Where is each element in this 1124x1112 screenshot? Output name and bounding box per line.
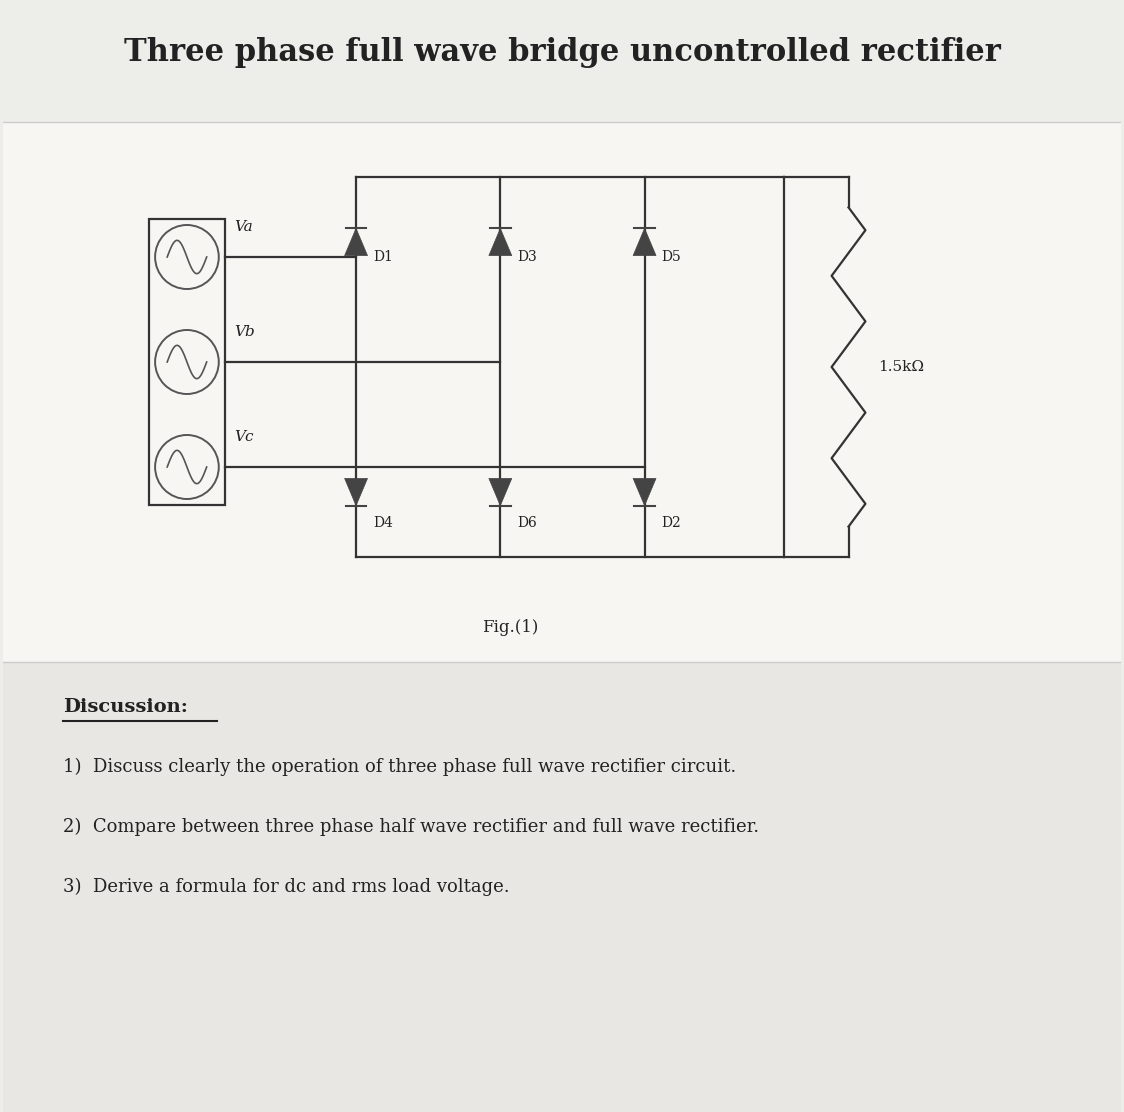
Text: D4: D4 (373, 516, 393, 530)
Polygon shape (489, 228, 511, 256)
FancyBboxPatch shape (3, 662, 1121, 1112)
Text: D2: D2 (662, 516, 681, 530)
Polygon shape (633, 228, 656, 256)
Text: 2)  Compare between three phase half wave rectifier and full wave rectifier.: 2) Compare between three phase half wave… (63, 817, 759, 836)
Text: Vc: Vc (235, 430, 254, 444)
Polygon shape (489, 478, 511, 506)
Polygon shape (345, 228, 368, 256)
Text: 1)  Discuss clearly the operation of three phase full wave rectifier circuit.: 1) Discuss clearly the operation of thre… (63, 758, 736, 776)
Text: 3)  Derive a formula for dc and rms load voltage.: 3) Derive a formula for dc and rms load … (63, 877, 509, 896)
Polygon shape (345, 478, 368, 506)
Text: D6: D6 (517, 516, 537, 530)
Text: Vb: Vb (235, 325, 255, 339)
Text: Fig.(1): Fig.(1) (482, 618, 538, 635)
Text: D1: D1 (373, 250, 393, 264)
Polygon shape (633, 478, 656, 506)
FancyBboxPatch shape (3, 122, 1121, 662)
Text: 1.5kΩ: 1.5kΩ (878, 360, 924, 374)
Text: Va: Va (235, 220, 253, 234)
Text: Discussion:: Discussion: (63, 698, 188, 716)
Text: D5: D5 (662, 250, 681, 264)
Text: D3: D3 (517, 250, 537, 264)
Text: Three phase full wave bridge uncontrolled rectifier: Three phase full wave bridge uncontrolle… (124, 37, 1000, 68)
